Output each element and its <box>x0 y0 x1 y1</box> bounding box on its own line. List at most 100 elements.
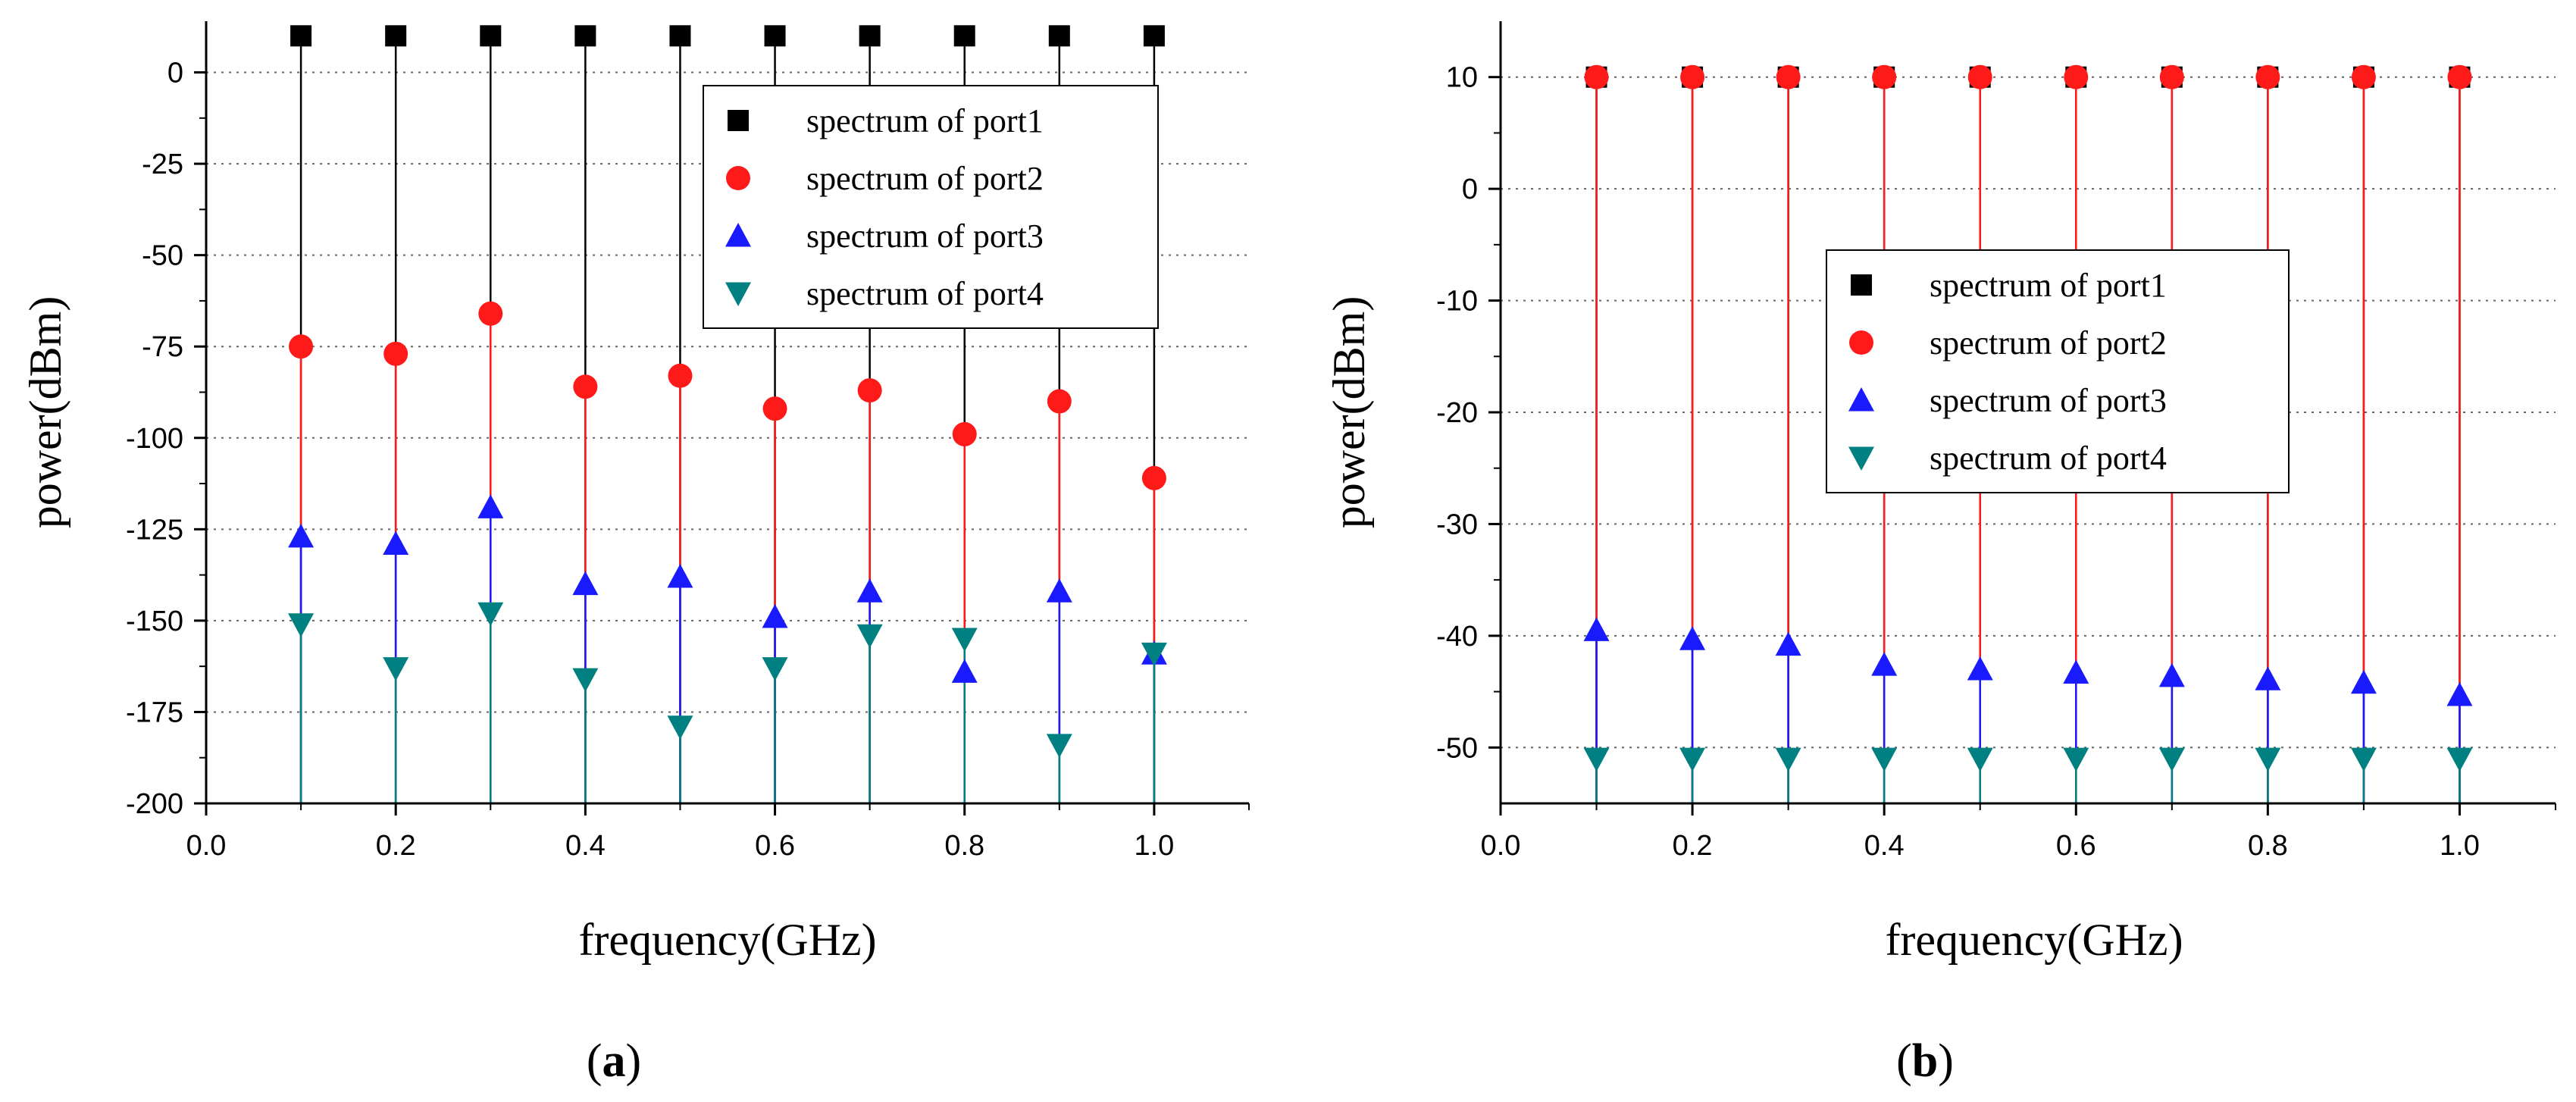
data-point-triangle-up <box>2446 681 2473 706</box>
data-point-circle <box>1584 64 1609 89</box>
legend-box <box>1826 249 2290 493</box>
data-point-square <box>480 25 502 47</box>
data-point-triangle-down <box>762 657 788 681</box>
data-point-circle <box>1776 64 1801 89</box>
legend-marker-circle <box>726 166 750 190</box>
data-point-square <box>1143 25 1165 47</box>
legend-label: spectrum of port3 <box>806 218 1044 255</box>
x-tick-label: 0.4 <box>1864 830 1905 862</box>
legend-label: spectrum of port4 <box>806 275 1044 312</box>
legend-marker-square <box>728 110 749 131</box>
data-point-circle <box>1680 64 1705 89</box>
data-point-triangle-up <box>288 523 315 548</box>
legend: spectrum of port1 spectrum of port2 spectr… <box>1826 249 2290 493</box>
y-tick-label: -150 <box>126 606 183 637</box>
data-point-triangle-down <box>1871 747 1898 772</box>
data-point-circle <box>2351 64 2376 89</box>
data-point-triangle-down <box>477 602 504 627</box>
caption-paren-open: ( <box>1896 1035 1912 1087</box>
data-point-triangle-down <box>1141 642 1167 667</box>
data-point-triangle-down <box>572 668 599 693</box>
legend-marker-triangle-up <box>1848 387 1874 412</box>
y-axis-title: power(dBm) <box>20 296 70 529</box>
data-point-circle <box>1047 389 1072 414</box>
data-point-square <box>953 25 975 47</box>
data-point-square <box>859 25 881 47</box>
legend-label: spectrum of port2 <box>806 160 1044 197</box>
data-point-triangle-down <box>1679 747 1706 772</box>
data-point-square <box>1048 25 1070 47</box>
data-point-circle <box>1872 64 1897 89</box>
data-point-circle <box>762 396 787 421</box>
data-point-triangle-up <box>2063 659 2089 684</box>
data-point-triangle-down <box>2158 747 2185 772</box>
data-point-triangle-down <box>1775 747 1801 772</box>
x-tick-label: 0.6 <box>2056 830 2096 862</box>
data-point-triangle-down <box>1046 734 1072 758</box>
data-point-square <box>290 25 312 47</box>
y-tick-label: 0 <box>167 58 183 89</box>
y-tick-label: -200 <box>126 788 183 820</box>
x-tick-label: 0.8 <box>2248 830 2288 862</box>
caption-paren-open: ( <box>587 1035 603 1087</box>
y-tick-label: -175 <box>126 697 183 728</box>
data-point-triangle-up <box>383 531 409 556</box>
data-point-triangle-down <box>2063 747 2089 772</box>
legend-marker-triangle-up <box>725 223 751 247</box>
y-axis-title: power(dBm) <box>1324 296 1374 529</box>
data-point-circle <box>668 363 693 388</box>
y-tick-label: -50 <box>142 240 183 272</box>
data-point-triangle-up <box>1046 578 1072 603</box>
data-point-triangle-up <box>1679 626 1706 650</box>
y-tick-label: -10 <box>1436 286 1478 318</box>
data-point-circle <box>1967 64 1992 89</box>
y-tick-label: -25 <box>142 149 183 180</box>
data-point-triangle-down <box>667 715 693 740</box>
y-tick-label: 0 <box>1462 174 1478 205</box>
figure-caption: (b) <box>1896 1035 1954 1087</box>
data-point-triangle-up <box>667 564 693 588</box>
figure-caption: (a) <box>587 1035 641 1087</box>
y-tick-label: -40 <box>1436 621 1478 653</box>
x-axis-title: frequency(GHz) <box>578 915 876 965</box>
data-point-triangle-up <box>951 659 978 683</box>
data-point-circle <box>383 341 408 366</box>
x-tick-label: 0.8 <box>944 830 984 862</box>
caption-paren-close: ) <box>1938 1035 1954 1087</box>
data-point-circle <box>952 421 977 446</box>
y-tick-label: -75 <box>142 331 183 363</box>
data-point-triangle-up <box>1775 631 1801 656</box>
legend-marker-triangle-down <box>725 282 751 306</box>
caption-paren-close: ) <box>626 1035 642 1087</box>
x-tick-label: 1.0 <box>2440 830 2480 862</box>
data-point-triangle-up <box>856 578 883 603</box>
data-point-triangle-up <box>762 604 788 628</box>
data-point-circle <box>857 378 882 403</box>
y-tick-label: -30 <box>1436 509 1478 540</box>
y-tick-label: 10 <box>1446 62 1478 94</box>
x-tick-label: 0.4 <box>565 830 606 862</box>
x-tick-label: 1.0 <box>1134 830 1174 862</box>
caption-letter: b <box>1912 1035 1938 1087</box>
data-point-square <box>385 25 407 47</box>
x-axis-title: frequency(GHz) <box>1885 915 2183 965</box>
data-point-triangle-down <box>951 628 978 652</box>
legend-marker-triangle-down <box>1848 446 1874 471</box>
data-point-triangle-up <box>1967 656 1993 681</box>
chart-b: 10 0 -10 -20 -30 -40 -50 0.0 0.2 0.4 0.6 0.8 1.0 freq… <box>1324 21 2556 1087</box>
data-point-triangle-up <box>1871 652 1898 676</box>
x-tick-label: 0.2 <box>1673 830 1713 862</box>
data-point-triangle-down <box>288 613 315 637</box>
data-point-circle <box>478 301 503 326</box>
data-point-triangle-down <box>2350 747 2377 772</box>
data-point-triangle-down <box>1583 747 1610 772</box>
legend-label: spectrum of port1 <box>1930 267 2167 304</box>
data-point-triangle-up <box>477 494 504 518</box>
data-point-triangle-down <box>2255 747 2281 772</box>
data-point-triangle-down <box>856 624 883 649</box>
data-point-circle <box>289 334 314 359</box>
legend: spectrum of port1 spectrum of port2 spectr… <box>703 85 1159 329</box>
x-tick-label: 0.6 <box>755 830 795 862</box>
legend-marker-circle <box>1849 330 1873 355</box>
